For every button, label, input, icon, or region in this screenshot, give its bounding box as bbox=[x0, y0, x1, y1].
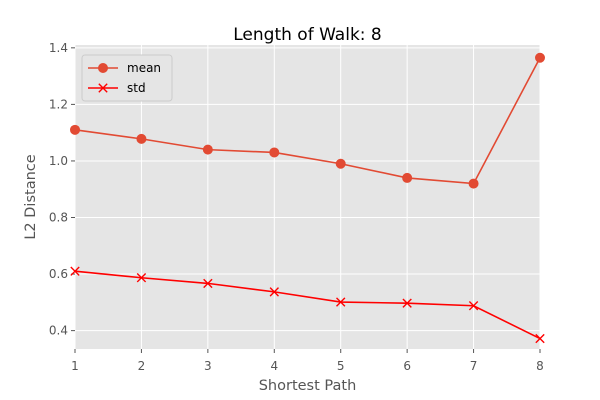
legend-marker-std bbox=[98, 83, 108, 93]
data-point-mean bbox=[136, 133, 147, 144]
data-point-std bbox=[203, 278, 213, 289]
data-point-std bbox=[136, 273, 147, 283]
data-point-std bbox=[535, 333, 545, 344]
x-marker-stroke bbox=[136, 273, 147, 283]
x-tick-label: 6 bbox=[403, 359, 411, 373]
series-lines bbox=[70, 52, 545, 344]
y-tick-label: 0.6 bbox=[49, 267, 68, 281]
x-marker-stroke bbox=[269, 287, 279, 297]
data-point-mean bbox=[269, 147, 280, 158]
grid-lines bbox=[74, 45, 541, 349]
data-point-std bbox=[468, 301, 479, 311]
y-ticks: 0.4 0.6 0.8 1.0 1.2 1.4 bbox=[49, 41, 75, 338]
chart-title: Length of Walk: 8 bbox=[233, 25, 381, 45]
y-tick-label: 0.8 bbox=[49, 211, 68, 225]
data-point-mean bbox=[535, 52, 545, 63]
x-marker-stroke bbox=[336, 297, 346, 307]
legend-label-std: std bbox=[127, 81, 146, 95]
x-tick-label: 4 bbox=[270, 359, 278, 373]
x-marker-stroke bbox=[402, 298, 412, 308]
x-tick-label: 8 bbox=[536, 359, 544, 373]
x-tick-label: 5 bbox=[337, 359, 345, 373]
x-tick-label: 3 bbox=[204, 359, 212, 373]
data-point-mean bbox=[70, 124, 80, 135]
y-tick-label: 1.2 bbox=[49, 97, 68, 111]
y-tick-label: 1.0 bbox=[49, 154, 68, 168]
series-line-std bbox=[74, 270, 541, 340]
data-point-mean bbox=[402, 172, 413, 183]
y-tick-label: 1.4 bbox=[49, 41, 68, 55]
data-point-std bbox=[402, 298, 412, 308]
legend-marker-mean bbox=[98, 63, 108, 73]
data-point-std bbox=[269, 287, 279, 297]
x-tick-label: 1 bbox=[71, 359, 79, 373]
data-point-std bbox=[70, 266, 80, 276]
x-marker-stroke bbox=[98, 83, 108, 93]
y-axis-label: L2 Distance bbox=[23, 154, 39, 239]
x-ticks: 1 2 3 4 5 6 7 8 bbox=[71, 349, 544, 373]
legend-label-mean: mean bbox=[127, 61, 161, 75]
x-marker-stroke bbox=[203, 278, 213, 289]
data-point-mean bbox=[468, 178, 479, 189]
x-axis-label: Shortest Path bbox=[259, 378, 357, 394]
x-marker-stroke bbox=[70, 266, 80, 276]
x-marker-stroke bbox=[535, 333, 545, 344]
data-point-mean bbox=[335, 158, 346, 169]
data-point-std bbox=[336, 297, 346, 307]
x-tick-label: 7 bbox=[470, 359, 478, 373]
x-tick-label: 2 bbox=[138, 359, 146, 373]
y-tick-label: 0.4 bbox=[49, 324, 68, 338]
series-line-mean bbox=[74, 57, 541, 185]
x-marker-stroke bbox=[468, 301, 479, 311]
legend: mean std bbox=[81, 54, 173, 102]
data-point-mean bbox=[202, 144, 213, 155]
